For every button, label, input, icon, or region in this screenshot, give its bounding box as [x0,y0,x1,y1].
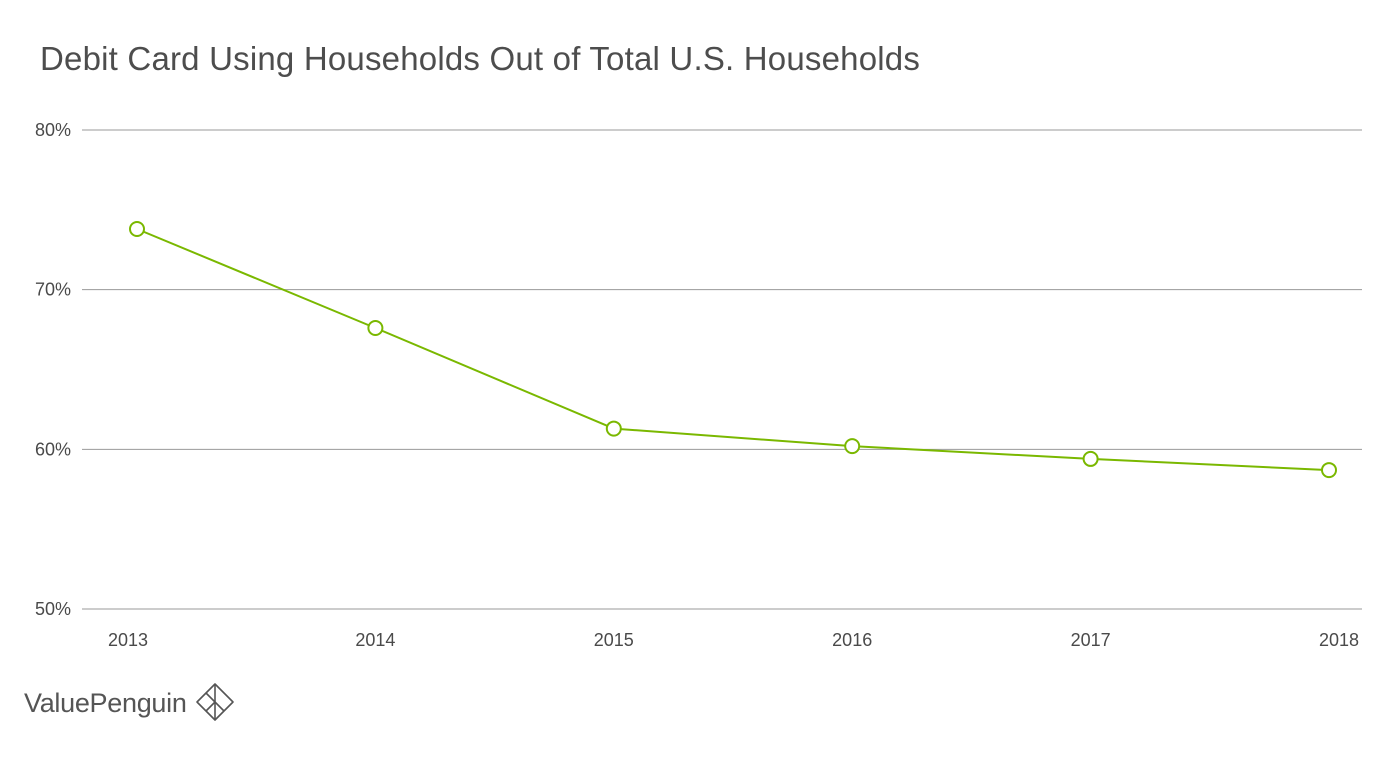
chart-title: Debit Card Using Households Out of Total… [40,40,921,77]
y-tick-label: 60% [35,439,71,459]
gridlines [82,129,1362,610]
series-layer [129,220,1337,479]
line-chart: 50% 60% 70% 80% 2013 2014 2015 2016 2017 2018 [35,120,1362,650]
x-tick-label: 2018 [1319,630,1359,650]
data-point [367,319,384,336]
data-point [844,438,861,455]
data-point [1082,450,1099,467]
x-axis-ticks: 2013 2014 2015 2016 2017 2018 [108,630,1359,650]
data-point [605,420,622,437]
brand-logo: ValuePenguin [24,682,235,724]
x-tick-label: 2016 [832,630,872,650]
x-tick-label: 2017 [1071,630,1111,650]
y-tick-label: 50% [35,599,71,619]
y-tick-label: 80% [35,120,71,140]
x-tick-label: 2013 [108,630,148,650]
y-axis-ticks: 50% 60% 70% 80% [35,120,71,619]
brand-name: ValuePenguin [24,687,187,718]
y-tick-label: 70% [35,280,71,300]
data-point [129,220,145,237]
x-tick-label: 2014 [355,630,395,650]
series-line [136,228,1330,472]
valuepenguin-logo-icon [195,683,234,721]
x-tick-label: 2015 [594,630,634,650]
data-point [1321,462,1337,479]
